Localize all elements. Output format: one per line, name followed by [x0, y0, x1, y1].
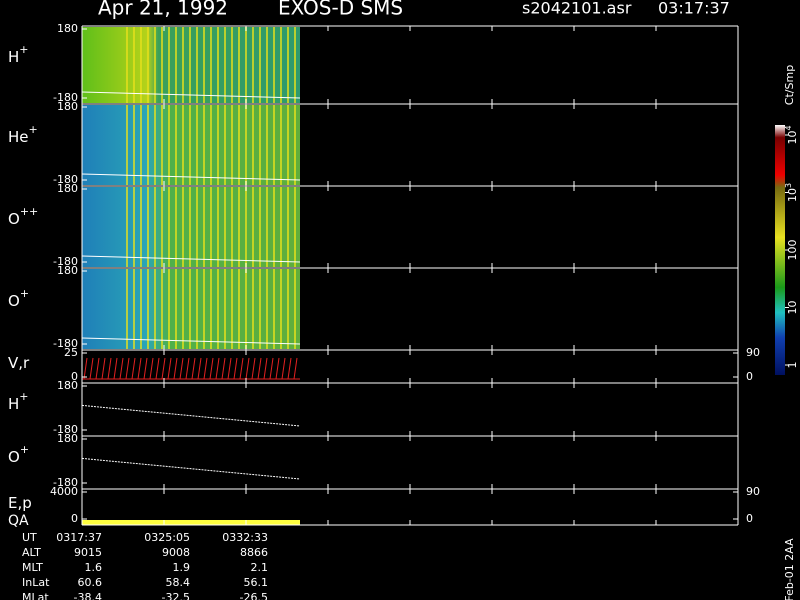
y2-tick-label: 0: [746, 512, 753, 525]
footer-value: 60.6: [78, 576, 103, 589]
file: s2042101.asr: [522, 0, 632, 18]
label-text: V,r: [8, 354, 30, 372]
label-text: H: [8, 48, 19, 66]
qa-bar: [82, 520, 300, 525]
footer-label: MLT: [22, 561, 43, 574]
label-text: O: [8, 209, 20, 227]
footer-value: 9008: [162, 546, 190, 559]
label-text: O: [8, 448, 20, 466]
time: 03:17:37: [658, 0, 730, 18]
spectrogram-stripes: [122, 187, 300, 267]
footer-value: -32.5: [162, 591, 190, 600]
panel-label: E,p: [8, 494, 32, 512]
footer-value: 58.4: [166, 576, 191, 589]
footer-value: 9015: [74, 546, 102, 559]
panel-label: H+: [8, 390, 29, 413]
label-charge: ++: [20, 205, 38, 218]
y-tick-label: -180: [53, 423, 78, 436]
trace: [81, 91, 301, 99]
y2-tick-label: 0: [746, 370, 753, 383]
y-tick-label: 25: [64, 346, 78, 359]
footer-value: 8866: [240, 546, 268, 559]
panel-label: O+: [8, 443, 29, 466]
spectrogram-stripes: [122, 105, 300, 185]
footer-value: 56.1: [244, 576, 269, 589]
y-tick-label: 180: [57, 264, 78, 277]
footer-value: 0317:37: [56, 531, 102, 544]
label-charge: +: [20, 287, 29, 300]
colorbar-label: 1: [786, 362, 799, 369]
footer-value: -26.5: [240, 591, 268, 600]
colorbar: [775, 125, 785, 375]
footer-value: 0325:05: [144, 531, 190, 544]
y-tick-label: 180: [57, 100, 78, 113]
y2-tick-label: 90: [746, 485, 760, 498]
footer-label: ALT: [22, 546, 41, 559]
footer-value: 2.1: [251, 561, 269, 574]
footer-label: MLat: [22, 591, 49, 600]
trace: [81, 173, 301, 181]
label-text: O: [8, 291, 20, 309]
colorbar-label-base: 10: [786, 131, 799, 145]
colorbar-label-exp: 3: [784, 183, 793, 188]
footer-value: 0332:33: [222, 531, 268, 544]
colorbar-label-base: 100: [786, 240, 799, 261]
colorbar-label-base: 1: [786, 362, 799, 369]
footer-value: 1.9: [173, 561, 191, 574]
date: Apr 21, 1992: [98, 0, 228, 20]
y-tick-label: 180: [57, 432, 78, 445]
label-text: E,p: [8, 494, 32, 512]
y-tick-label: -180: [53, 255, 78, 268]
colorbar-label-exp: 4: [784, 125, 793, 130]
y-tick-label: 180: [57, 379, 78, 392]
colorbar-label: 10: [786, 301, 799, 315]
footer-value: 1.6: [85, 561, 103, 574]
colorbar-label-base: 10: [786, 301, 799, 315]
y-tick-label: -180: [53, 173, 78, 186]
colorbar-label: 100: [786, 240, 799, 261]
colorbar-title: Ct/Smp: [783, 65, 796, 105]
trace: [81, 404, 301, 427]
y-tick-label: 180: [57, 182, 78, 195]
footer-label: UT: [22, 531, 37, 544]
y-tick-label: 0: [71, 370, 78, 383]
y-tick-label: -180: [53, 476, 78, 489]
spectrogram-stripes: [122, 269, 300, 349]
panel-label: V,r: [8, 354, 30, 372]
colorbar-label: 103: [784, 183, 800, 202]
label-charge: +: [20, 443, 29, 456]
panel-label: He+: [8, 123, 38, 146]
instrument: EXOS-D SMS: [278, 0, 403, 20]
spectrogram-stripes: [122, 27, 300, 103]
y-tick-label: 0: [71, 512, 78, 525]
footer-value: -38.4: [74, 591, 102, 600]
y-tick-label: -180: [53, 91, 78, 104]
y-tick-label: -180: [53, 337, 78, 350]
y-tick-label: 4000: [50, 485, 78, 498]
trace: [81, 337, 301, 345]
footer-label: InLat: [22, 576, 50, 589]
panel-label: O++: [8, 205, 38, 228]
colorbar-label: 104: [784, 125, 800, 144]
trace: [81, 457, 301, 480]
side-note: Feb-01 2AA: [783, 538, 796, 600]
trace: [81, 255, 301, 263]
vectors: [83, 357, 298, 380]
panel-label: O+: [8, 287, 29, 310]
label-charge: +: [29, 123, 38, 136]
label-text: He: [8, 127, 29, 145]
y-tick-label: 180: [57, 22, 78, 35]
panel-label: H+: [8, 43, 29, 65]
label-text: H: [8, 395, 19, 413]
y2-tick-label: 90: [746, 346, 760, 359]
label-charge: +: [19, 390, 28, 403]
panel-label: QA: [8, 513, 29, 529]
colorbar-label-base: 10: [786, 188, 799, 202]
label-charge: +: [19, 43, 28, 56]
